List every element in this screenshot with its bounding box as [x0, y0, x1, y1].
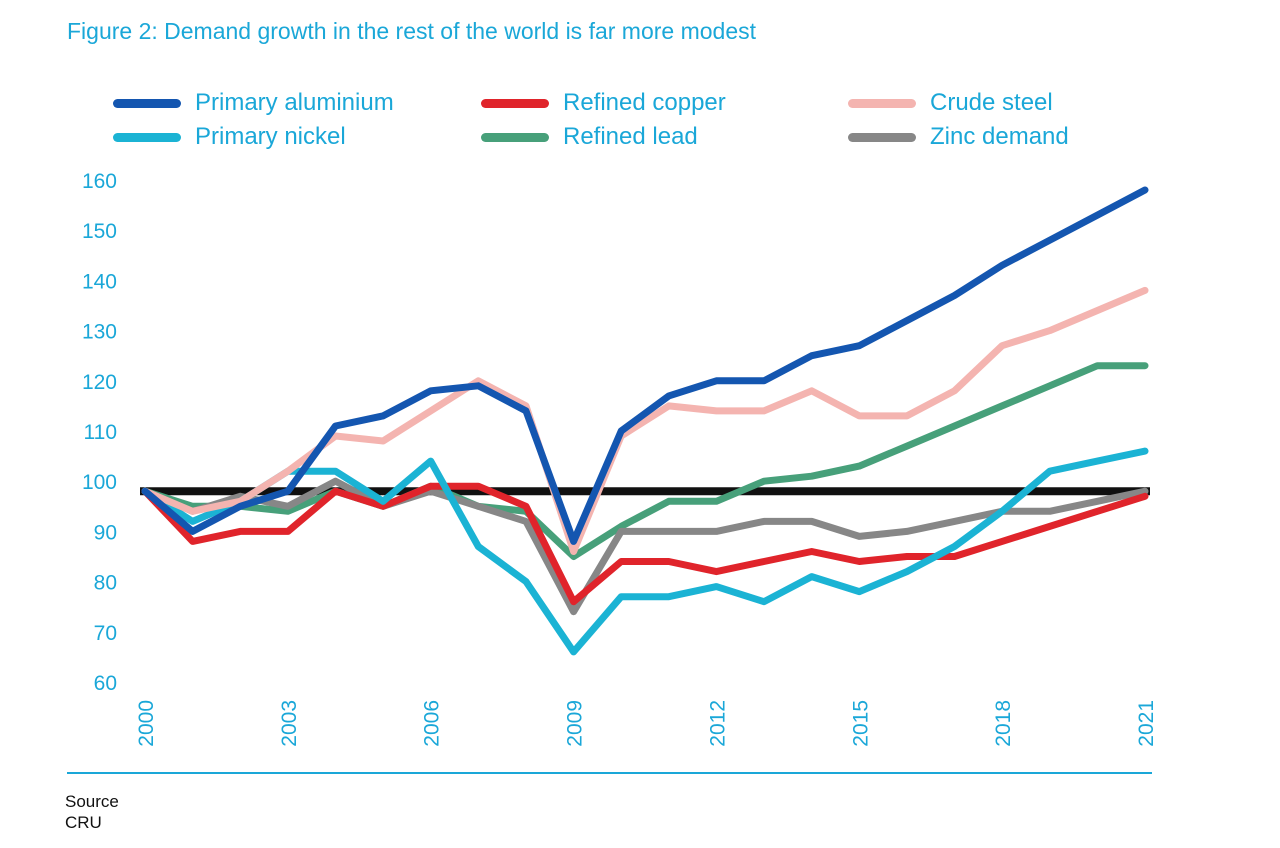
legend-item-refined-copper: Refined copper: [481, 86, 726, 120]
y-tick-label-60: 60: [94, 672, 117, 695]
legend-item-crude-steel: Crude steel: [848, 86, 1053, 120]
y-tick-label-140: 140: [82, 270, 117, 293]
x-tick-label-2012: 2012: [706, 700, 729, 747]
series-line-refined-copper: [141, 482, 1149, 606]
legend-item-zinc-demand: Zinc demand: [848, 120, 1069, 154]
source-label: Source: [65, 792, 119, 811]
legend-swatch-refined-copper: [481, 98, 549, 108]
legend-item-refined-lead: Refined lead: [481, 120, 698, 154]
x-tick-label-2015: 2015: [849, 700, 872, 747]
y-tick-label-150: 150: [82, 220, 117, 243]
y-tick-label-120: 120: [82, 371, 117, 394]
x-tick-label-2018: 2018: [992, 700, 1015, 747]
legend-swatch-crude-steel: [848, 98, 916, 108]
chart-title: Figure 2: Demand growth in the rest of t…: [67, 18, 757, 44]
legend-item-primary-nickel: Primary nickel: [113, 120, 346, 154]
y-tick-label-160: 160: [82, 170, 117, 193]
legend-label-refined-lead: Refined lead: [563, 123, 698, 150]
footer-divider: [67, 772, 1152, 774]
legend-label-zinc-demand: Zinc demand: [930, 123, 1069, 150]
legend-swatch-primary-nickel: [113, 132, 181, 142]
series-line-refined-lead: [141, 362, 1149, 560]
legend-swatch-zinc-demand: [848, 132, 916, 142]
x-tick-label-2000: 2000: [135, 700, 158, 747]
legend-label-refined-copper: Refined copper: [563, 89, 726, 116]
legend-item-primary-aluminium: Primary aluminium: [113, 86, 394, 120]
y-tick-label-80: 80: [94, 572, 117, 595]
x-tick-label-2006: 2006: [421, 700, 444, 747]
series-line-primary-nickel: [141, 447, 1149, 656]
series-line-primary-aluminium: [141, 186, 1149, 545]
y-tick-label-70: 70: [94, 622, 117, 645]
y-tick-label-110: 110: [84, 421, 117, 444]
source-note: Source CRU: [65, 791, 119, 833]
legend-swatch-refined-lead: [481, 132, 549, 142]
series-line-zinc-demand: [141, 477, 1149, 616]
x-tick-label-2003: 2003: [278, 700, 301, 747]
legend-label-primary-aluminium: Primary aluminium: [195, 89, 394, 116]
y-tick-label-90: 90: [94, 521, 117, 544]
x-tick-label-2021: 2021: [1135, 700, 1158, 747]
source-value: CRU: [65, 813, 102, 832]
legend-label-crude-steel: Crude steel: [930, 89, 1053, 116]
y-tick-label-130: 130: [82, 321, 117, 344]
y-tick-label-100: 100: [82, 471, 117, 494]
legend-label-primary-nickel: Primary nickel: [195, 123, 346, 150]
x-tick-label-2009: 2009: [564, 700, 587, 747]
legend-swatch-primary-aluminium: [113, 98, 181, 108]
